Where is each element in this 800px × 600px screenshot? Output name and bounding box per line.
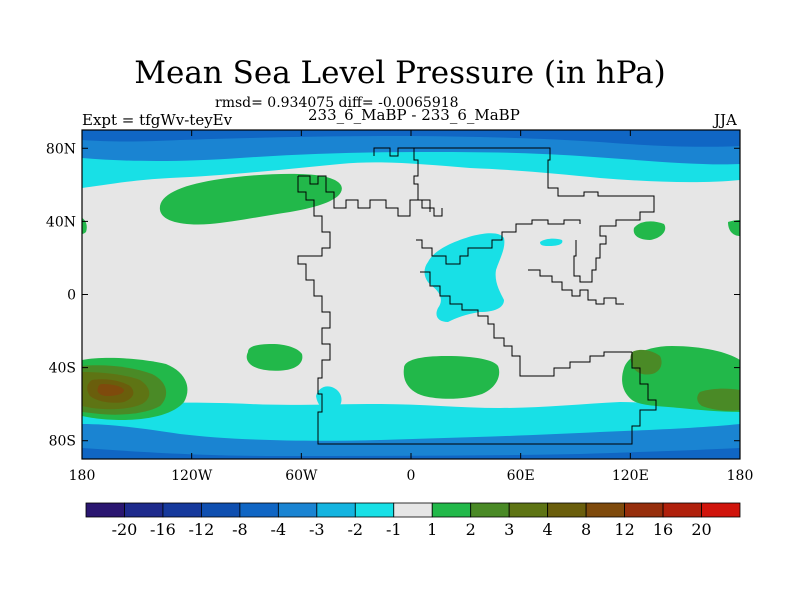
south-polar-inner-contour [82,448,740,459]
colorbar-swatch [354,502,395,518]
colorbar-swatch [585,502,625,518]
lat-tick-label: 0 [67,288,76,304]
map-plot-area [82,130,740,459]
colorbar-swatch [662,502,702,518]
south-polar-mid-contour [82,424,740,459]
colorbar-label: 12 [614,520,634,539]
colorbar-swatch [508,502,549,518]
lat-tick-label: 80S [49,434,76,450]
coastline-northern-shelf [373,147,431,212]
colorbar-label: 8 [581,520,591,539]
colorbar-swatch [162,502,202,518]
south-atlantic-contour [403,356,500,399]
colorbar-label: -1 [386,520,402,539]
colorbar-label: 16 [653,520,673,539]
south-indian-east-level4 [697,388,740,411]
subtitle: 233_6_MaBP - 233_6_MaBP [308,106,520,124]
lat-tick-label: 40S [49,361,76,377]
north-polar-inner-contour [82,130,740,147]
colorbar-label: -8 [232,520,248,539]
colorbar-swatch [239,502,279,518]
colorbar-label: 4 [543,520,553,539]
latitude-labels: 80N 40N 0 40S 80S [46,141,76,449]
colorbar-label: 2 [466,520,476,539]
colorbar-swatch [470,502,510,518]
colorbar-label: -4 [271,520,287,539]
coastline-southern-continent [420,271,632,377]
colorbar-swatch [201,502,241,518]
colorbar-swatch [85,502,125,518]
lon-tick-label: 180 [727,468,754,484]
lon-tick-label: 0 [407,468,416,484]
colorbar-label: 20 [691,520,711,539]
coastline-central-west [297,176,657,445]
colorbar-swatch [701,502,741,518]
longitude-labels: 180 120W 60W 0 60E 120E 180 [69,468,754,484]
colorbar-label: -12 [189,520,215,539]
rmsd-diff-stats: rmsd= 0.934075 diff= -0.0065918 [215,95,459,111]
colorbar-swatch [624,502,664,518]
colorbar-label: -20 [112,520,138,539]
colorbar-swatch [431,502,472,518]
colorbar-label: 3 [504,520,514,539]
colorbar-swatch [547,502,587,518]
lon-tick-label: 120W [171,468,213,484]
dateline-west-high [82,218,87,234]
south-pacific-east-contour [246,344,303,371]
colorbar-labels: -20 -16 -12 -8 -4 -3 -2 -1 1 2 3 4 8 12 16 20 [112,520,712,539]
paleo-coastlines [297,147,657,445]
coastline-eastern-continent [476,219,581,249]
experiment-label: Expt = tfgWv-teyEv [82,111,233,129]
coastline-inner-bay [528,269,624,305]
plot-frame [81,129,741,460]
north-indian-low-contour [424,233,505,322]
lat-tick-label: 40N [46,214,76,230]
chart-title: Mean Sea Level Pressure (in hPa) [134,55,666,91]
coastline-northern-continent [414,147,655,283]
season-label: JJA [714,111,737,129]
colorbar-swatch [316,502,356,518]
colorbar-swatch [124,502,164,518]
coastline-inner-sea [416,239,476,265]
lon-tick-label: 60W [285,468,318,484]
lon-tick-label: 60E [507,468,535,484]
north-pacific-high-contour [159,173,342,225]
colorbar-swatch [277,502,318,518]
north-pacific-east-high-contour [633,221,666,240]
colorbar-label: -2 [347,520,363,539]
colorbar-swatch [393,502,433,518]
north-indian-low-small [540,238,563,246]
lon-tick-label: 120E [612,468,649,484]
north-pacific-east-high-2 [728,220,740,236]
lat-tick-label: 80N [46,141,76,157]
colorbar-label: 1 [427,520,437,539]
colorbar-label: -16 [150,520,176,539]
coastline-western-continent [298,175,443,217]
south-pacific-west-peak [97,384,124,396]
colorbar-label: -3 [309,520,325,539]
lon-tick-label: 180 [69,468,96,484]
colorbar [85,502,741,518]
